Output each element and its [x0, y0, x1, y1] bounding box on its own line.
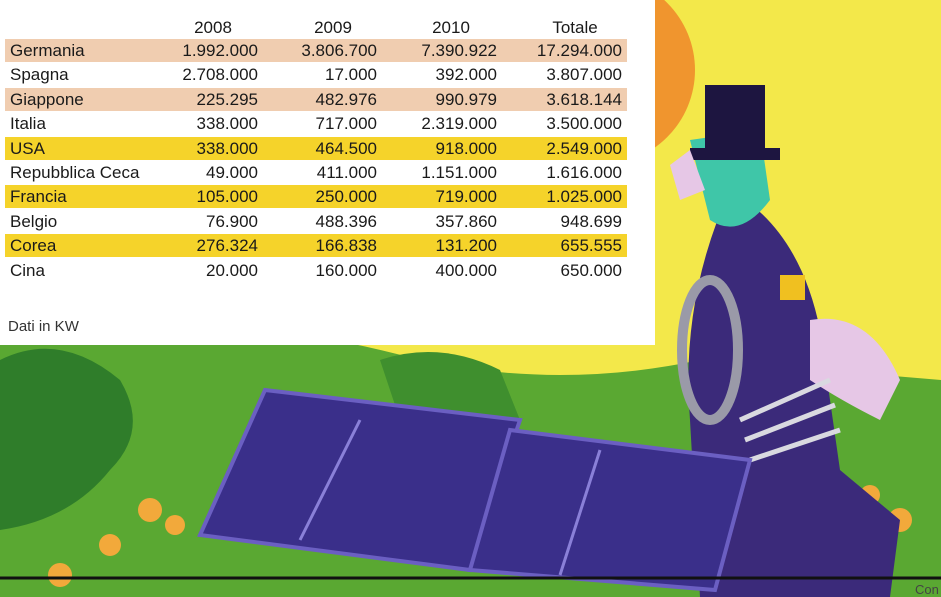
cell-value: 276.324	[138, 234, 258, 258]
row-label: Francia	[10, 185, 67, 209]
cell-value: 17.000	[257, 63, 377, 87]
cell-value: 650.000	[502, 259, 622, 283]
row-label: Cina	[10, 259, 45, 283]
cell-value: 392.000	[377, 63, 497, 87]
cell-value: 166.838	[257, 234, 377, 258]
cell-value: 918.000	[377, 137, 497, 161]
cell-value: 20.000	[138, 259, 258, 283]
cell-value: 2.319.000	[377, 112, 497, 136]
cell-value: 338.000	[138, 112, 258, 136]
row-label: USA	[10, 137, 45, 161]
cell-value: 1.025.000	[502, 185, 622, 209]
cell-value: 76.900	[138, 210, 258, 234]
row-label: Italia	[10, 112, 46, 136]
cell-value: 160.000	[257, 259, 377, 283]
cell-value: 225.295	[138, 88, 258, 112]
cell-value: 2.549.000	[502, 137, 622, 161]
row-label: Germania	[10, 39, 85, 63]
cell-value: 411.000	[257, 161, 377, 185]
cell-value: 1.151.000	[377, 161, 497, 185]
cell-value: 3.500.000	[502, 112, 622, 136]
cell-value: 131.200	[377, 234, 497, 258]
cell-value: 1.992.000	[138, 39, 258, 63]
cell-value: 3.806.700	[257, 39, 377, 63]
row-label: Corea	[10, 234, 56, 258]
cell-value: 482.976	[257, 88, 377, 112]
cell-value: 49.000	[138, 161, 258, 185]
cell-value: 338.000	[138, 137, 258, 161]
row-label: Belgio	[10, 210, 57, 234]
page: 200820092010Totale Germania 1.992.0003.806…	[0, 0, 941, 597]
cell-value: 357.860	[377, 210, 497, 234]
cell-value: 250.000	[257, 185, 377, 209]
column-header: 2009	[273, 16, 393, 40]
cell-value: 948.699	[502, 210, 622, 234]
cell-value: 464.500	[257, 137, 377, 161]
cell-value: 717.000	[257, 112, 377, 136]
cell-value: 488.396	[257, 210, 377, 234]
column-header: Totale	[515, 16, 635, 40]
row-label: Repubblica Ceca	[10, 161, 139, 185]
cell-value: 2.708.000	[138, 63, 258, 87]
cell-value: 3.618.144	[502, 88, 622, 112]
row-label: Giappone	[10, 88, 84, 112]
corner-text: Con	[915, 582, 939, 597]
cell-value: 400.000	[377, 259, 497, 283]
cell-value: 1.616.000	[502, 161, 622, 185]
cell-value: 719.000	[377, 185, 497, 209]
cell-value: 655.555	[502, 234, 622, 258]
cell-value: 3.807.000	[502, 63, 622, 87]
note: Dati in KW	[8, 318, 79, 335]
cell-value: 7.390.922	[377, 39, 497, 63]
cell-value: 105.000	[138, 185, 258, 209]
cell-value: 990.979	[377, 88, 497, 112]
column-header: 2008	[153, 16, 273, 40]
column-header: 2010	[391, 16, 511, 40]
cell-value: 17.294.000	[502, 39, 622, 63]
row-label: Spagna	[10, 63, 69, 87]
